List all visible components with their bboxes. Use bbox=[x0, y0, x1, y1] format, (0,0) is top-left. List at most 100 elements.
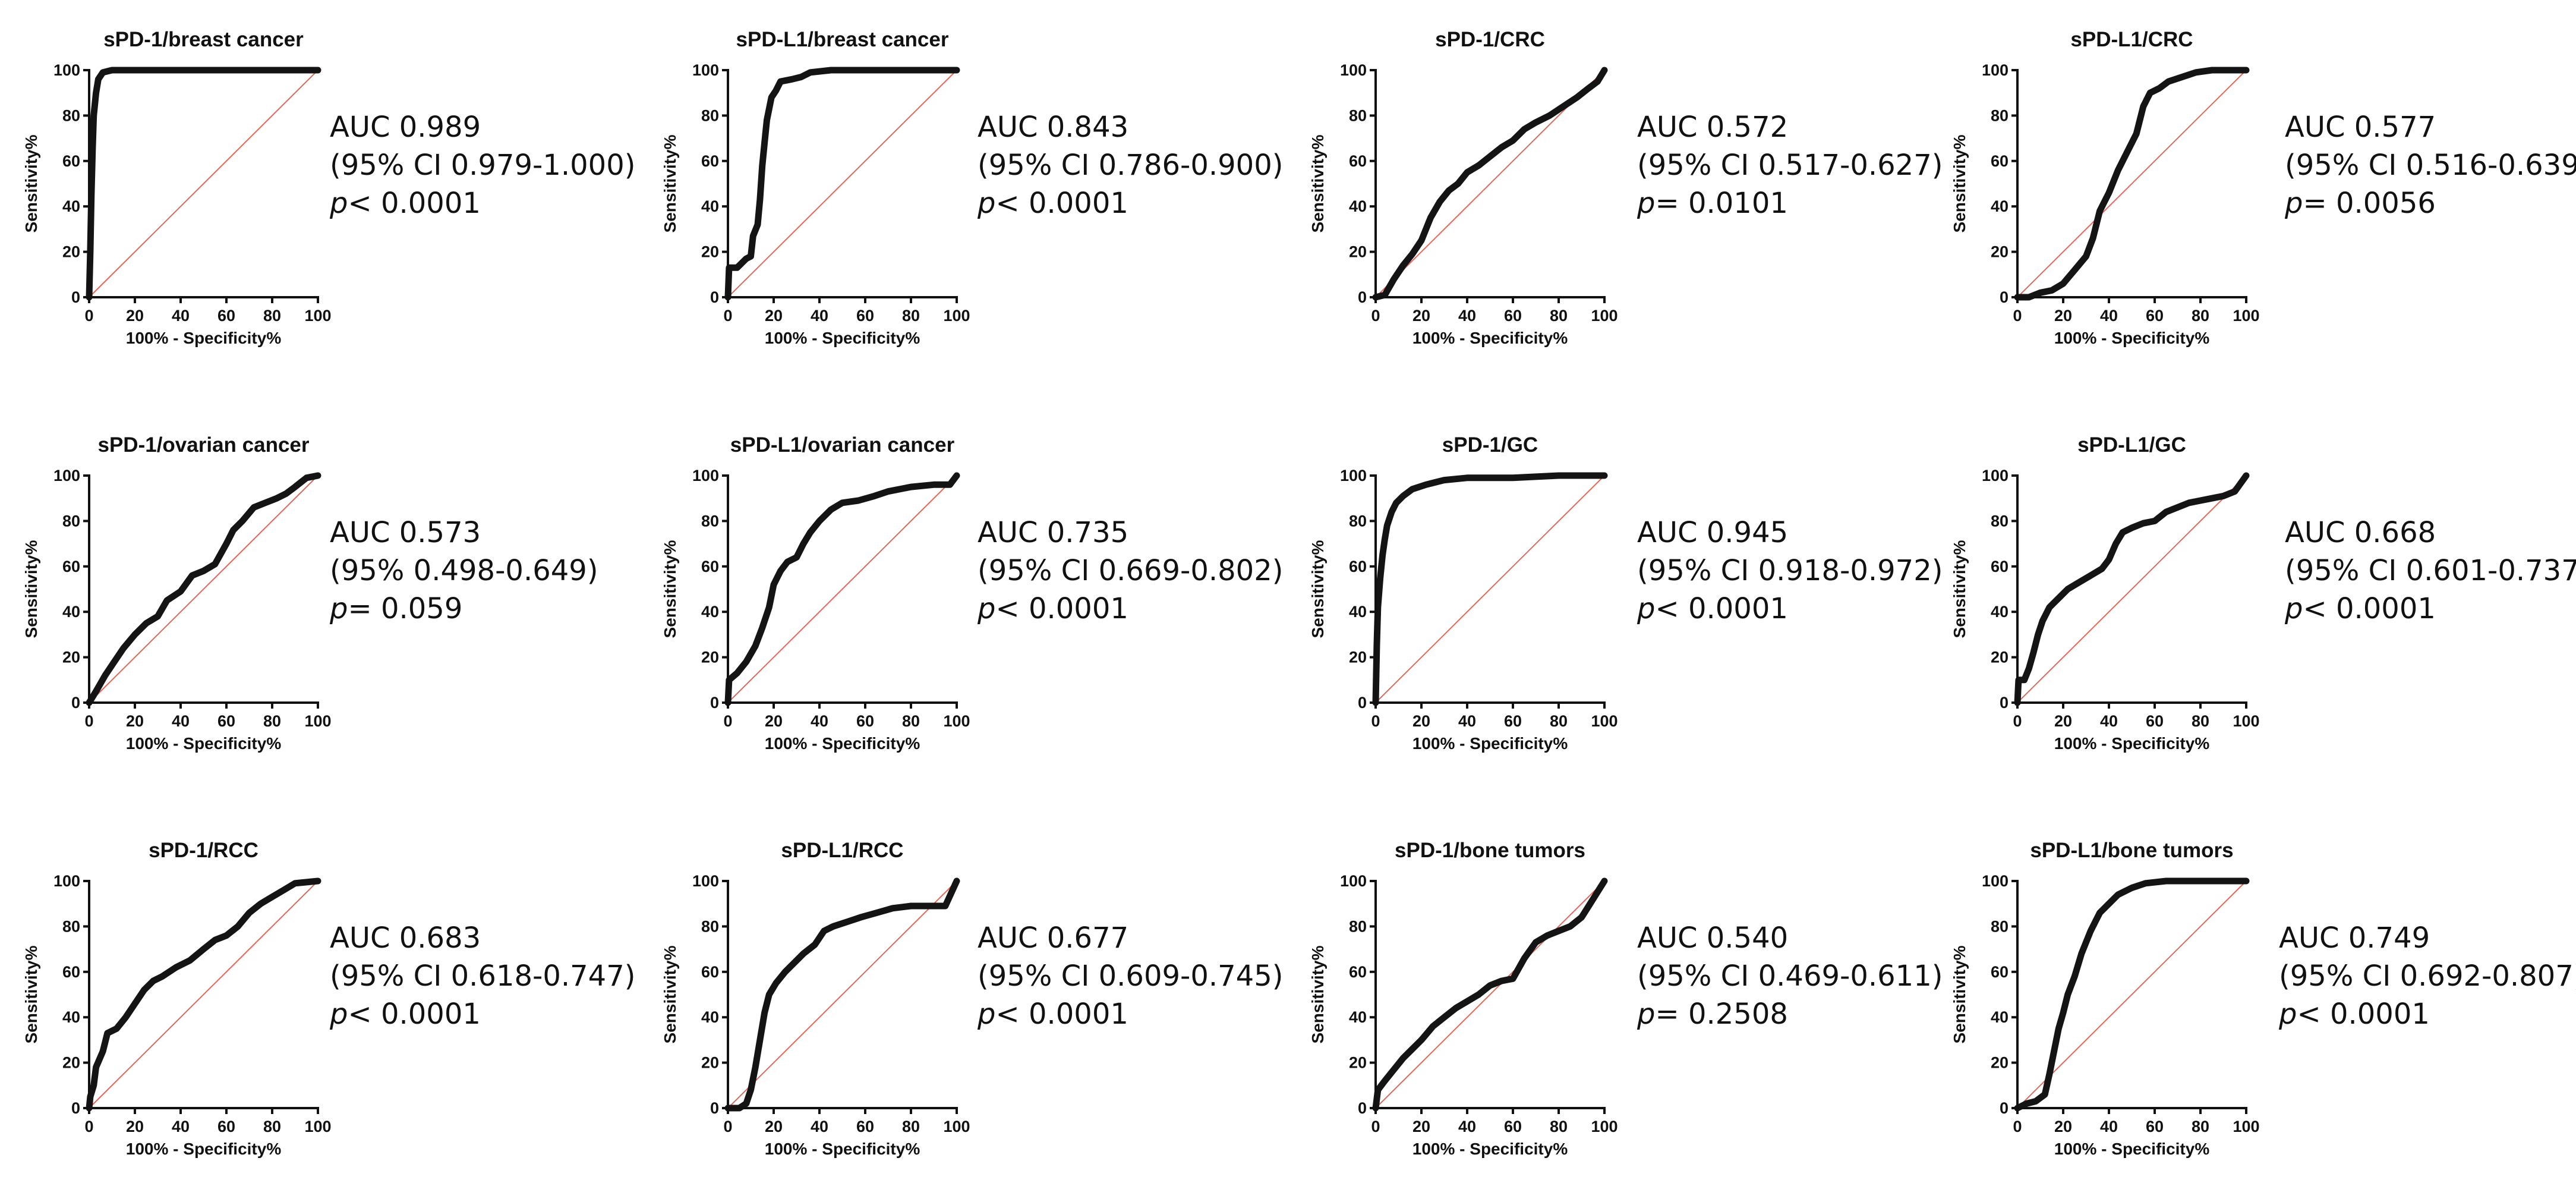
p-value: < 0.0001 bbox=[348, 998, 480, 1031]
roc-curve bbox=[86, 67, 321, 301]
x-tick-label: 0 bbox=[2013, 1118, 2022, 1135]
y-tick-label: 20 bbox=[701, 1054, 719, 1072]
x-tick-label: 20 bbox=[765, 1118, 783, 1135]
y-axis-label: Sensitivity% bbox=[1950, 945, 1969, 1043]
p-symbol: p bbox=[2284, 592, 2303, 625]
p-value-line: p= 0.0101 bbox=[1637, 187, 1788, 220]
reference-line bbox=[2017, 880, 2247, 1109]
y-tick-label: 100 bbox=[53, 872, 80, 890]
roc-panel-3: sPD-1/CRC 0 20 40 60 80 100 0 20 40 60 80 100 100% - … bbox=[1309, 28, 1943, 347]
p-value-line: p< 0.0001 bbox=[329, 998, 481, 1031]
y-tick-label: 100 bbox=[1340, 61, 1367, 79]
y-tick-label: 20 bbox=[1991, 649, 2009, 666]
roc-panel-8: sPD-L1/GC 0 20 40 60 80 100 0 20 40 60 80 100 100% - … bbox=[1950, 433, 2576, 753]
p-value-line: p= 0.2508 bbox=[1637, 998, 1788, 1031]
p-value-line: p= 0.059 bbox=[329, 592, 462, 625]
y-tick-label: 80 bbox=[1991, 106, 2009, 124]
y-tick-label: 80 bbox=[1991, 512, 2009, 530]
roc-curve bbox=[2014, 67, 2250, 301]
y-tick-label: 20 bbox=[701, 243, 719, 261]
p-symbol: p bbox=[329, 187, 348, 220]
x-tick-label: 40 bbox=[172, 307, 190, 325]
x-axis-label: 100% - Specificity% bbox=[126, 1140, 282, 1158]
y-tick-label: 60 bbox=[701, 152, 719, 170]
auc-value: AUC 0.677 bbox=[978, 921, 1128, 955]
roc-panel-5: sPD-1/ovarian cancer 0 20 40 60 80 100 0 20 40 60 8… bbox=[22, 433, 598, 753]
auc-value: AUC 0.683 bbox=[330, 921, 481, 955]
y-tick-label: 0 bbox=[1358, 288, 1367, 306]
reference-line bbox=[2017, 475, 2247, 703]
x-tick-label: 20 bbox=[1412, 712, 1430, 730]
y-tick-label: 80 bbox=[1349, 512, 1367, 530]
x-axis-label: 100% - Specificity% bbox=[2054, 329, 2210, 347]
p-value: = 0.0101 bbox=[1655, 187, 1787, 220]
auc-value: AUC 0.989 bbox=[330, 111, 481, 144]
y-tick-label: 20 bbox=[1991, 243, 2009, 261]
p-symbol: p bbox=[1637, 998, 1655, 1031]
x-tick-label: 80 bbox=[2192, 712, 2209, 730]
x-tick-label: 0 bbox=[2013, 307, 2022, 325]
x-tick-label: 100 bbox=[2233, 712, 2259, 730]
x-tick-label: 0 bbox=[723, 307, 732, 325]
x-tick-label: 0 bbox=[84, 712, 93, 730]
x-tick-label: 0 bbox=[84, 307, 93, 325]
reference-line bbox=[89, 880, 319, 1109]
panel-title: sPD-L1/CRC bbox=[2070, 28, 2193, 51]
confidence-interval: (95% CI 0.786-0.900) bbox=[978, 149, 1283, 182]
y-tick-label: 40 bbox=[1991, 603, 2009, 621]
x-tick-label: 80 bbox=[2192, 307, 2209, 325]
x-tick-label: 80 bbox=[2192, 1118, 2209, 1135]
x-tick-label: 60 bbox=[2146, 307, 2164, 325]
y-tick-label: 100 bbox=[692, 467, 719, 484]
roc-curve bbox=[724, 877, 960, 1112]
y-tick-label: 80 bbox=[701, 512, 719, 530]
y-tick-label: 60 bbox=[1349, 963, 1367, 981]
y-tick-label: 60 bbox=[1349, 152, 1367, 170]
p-value-line: p< 0.0001 bbox=[977, 998, 1128, 1031]
y-tick-label: 40 bbox=[1349, 1008, 1367, 1026]
y-axis-label: Sensitivity% bbox=[1309, 134, 1327, 232]
x-tick-label: 80 bbox=[263, 712, 281, 730]
x-tick-label: 80 bbox=[902, 712, 920, 730]
roc-panel-7: sPD-1/GC 0 20 40 60 80 100 0 20 40 60 80 100 100% - S… bbox=[1309, 433, 1943, 753]
x-axis-label: 100% - Specificity% bbox=[1412, 329, 1568, 347]
roc-curve bbox=[724, 67, 960, 301]
p-symbol: p bbox=[2284, 187, 2303, 220]
x-axis-label: 100% - Specificity% bbox=[126, 329, 282, 347]
confidence-interval: (95% CI 0.918-0.972) bbox=[1637, 554, 1943, 587]
y-axis-label: Sensitivity% bbox=[1309, 540, 1327, 638]
roc-curve bbox=[86, 877, 321, 1112]
y-tick-label: 20 bbox=[62, 649, 80, 666]
p-value-line: p< 0.0001 bbox=[329, 187, 481, 220]
reference-line bbox=[1375, 475, 1605, 703]
x-tick-label: 20 bbox=[765, 307, 783, 325]
p-value: = 0.0056 bbox=[2303, 187, 2435, 220]
y-tick-label: 40 bbox=[701, 1008, 719, 1026]
x-tick-label: 20 bbox=[126, 307, 144, 325]
y-axis-label: Sensitivity% bbox=[1309, 945, 1327, 1043]
y-tick-label: 40 bbox=[62, 603, 80, 621]
y-tick-label: 40 bbox=[1991, 1008, 2009, 1026]
panel-title: sPD-1/GC bbox=[1442, 433, 1538, 457]
x-tick-label: 40 bbox=[1458, 712, 1476, 730]
x-tick-label: 100 bbox=[304, 712, 331, 730]
y-tick-label: 40 bbox=[62, 197, 80, 215]
y-tick-label: 0 bbox=[710, 288, 719, 306]
y-tick-label: 0 bbox=[710, 694, 719, 712]
p-value: < 0.0001 bbox=[995, 592, 1128, 625]
x-tick-label: 20 bbox=[126, 712, 144, 730]
y-tick-label: 20 bbox=[62, 1054, 80, 1072]
y-tick-label: 100 bbox=[1982, 872, 2009, 890]
x-tick-label: 40 bbox=[2100, 1118, 2118, 1135]
confidence-interval: (95% CI 0.609-0.745) bbox=[978, 959, 1283, 993]
x-tick-label: 100 bbox=[943, 712, 970, 730]
x-tick-label: 80 bbox=[902, 307, 920, 325]
x-tick-label: 0 bbox=[723, 712, 732, 730]
y-tick-label: 40 bbox=[701, 603, 719, 621]
y-tick-label: 20 bbox=[1349, 243, 1367, 261]
x-tick-label: 20 bbox=[2054, 712, 2072, 730]
reference-line bbox=[727, 70, 957, 298]
y-tick-label: 20 bbox=[1991, 1054, 2009, 1072]
x-axis-label: 100% - Specificity% bbox=[765, 329, 920, 347]
y-tick-label: 0 bbox=[710, 1099, 719, 1117]
